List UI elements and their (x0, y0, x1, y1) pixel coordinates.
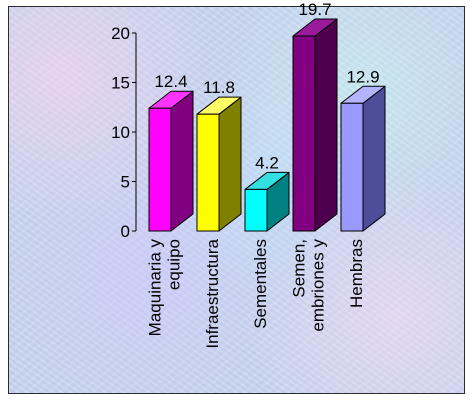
data-label: 19.7 (298, 0, 331, 19)
category-label: Hembras (347, 239, 366, 308)
category-label: Semen,embriones y (290, 239, 328, 332)
bar (148, 107, 172, 232)
data-label: 12.4 (154, 72, 187, 91)
y-tick-label: 10 (111, 123, 130, 142)
data-label: 12.9 (346, 67, 379, 86)
bar-side (314, 18, 338, 232)
category-label: Maquinaria yequipo (146, 239, 184, 337)
bar (292, 35, 316, 232)
y-tick-label: 20 (111, 24, 130, 43)
data-label: 4.2 (255, 153, 279, 172)
bar (244, 188, 268, 232)
category-label-line: Maquinaria y (146, 239, 165, 337)
bar-side (170, 90, 194, 232)
category-label-line: Semen, (290, 239, 309, 298)
bar-side (362, 85, 386, 232)
bar (196, 113, 220, 232)
category-label-line: Sementales (251, 239, 270, 329)
bar-side (218, 96, 242, 232)
category-label-line: Hembras (347, 239, 366, 308)
y-tick-label: 0 (121, 222, 130, 241)
y-tick-label: 5 (121, 173, 130, 192)
category-label: Infraestructura (203, 238, 222, 348)
data-label: 11.8 (203, 78, 235, 97)
bar (340, 102, 364, 232)
category-label: Sementales (251, 239, 270, 329)
category-label-line: equipo (165, 239, 184, 290)
category-label-line: embriones y (309, 239, 328, 332)
y-tick-label: 15 (111, 74, 130, 93)
category-label-line: Infraestructura (203, 238, 222, 348)
